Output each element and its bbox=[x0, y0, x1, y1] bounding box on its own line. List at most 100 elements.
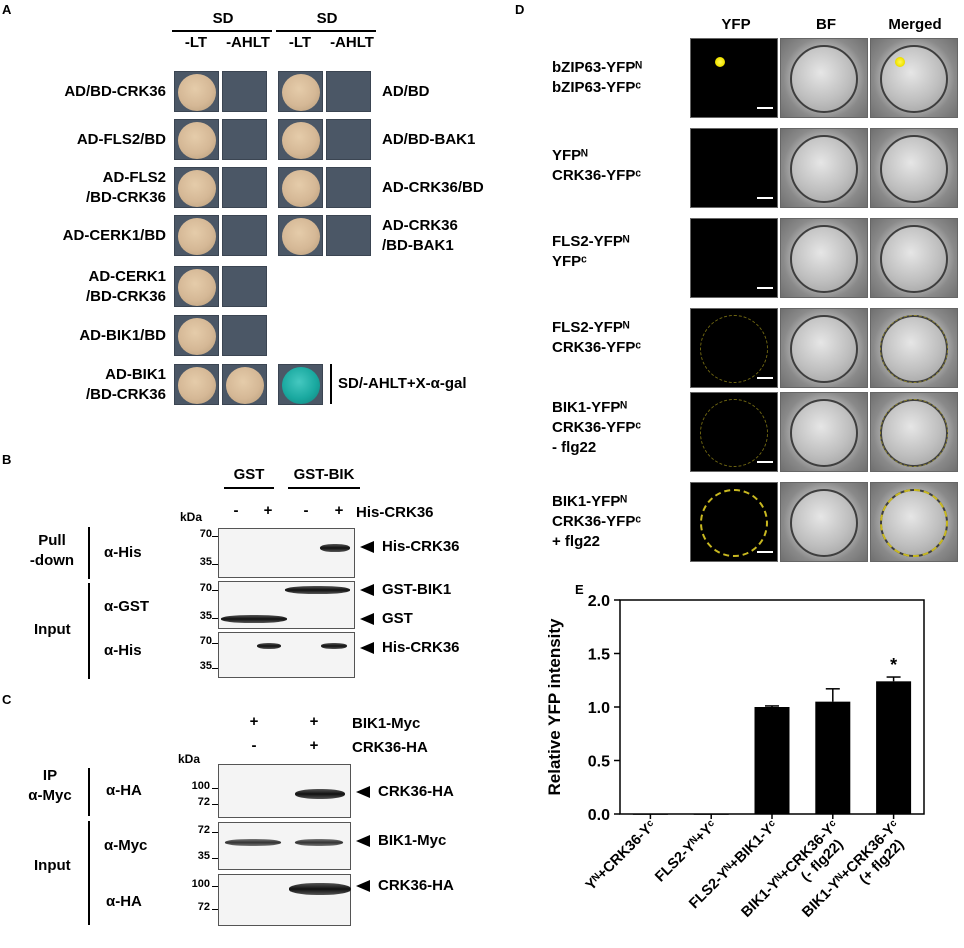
panel-a-letter: A bbox=[2, 2, 12, 17]
yeast-colony bbox=[178, 122, 216, 159]
scale-bar bbox=[757, 197, 773, 199]
bifc-construct-label: FLS2-YFPᴺ CRK36-YFPᶜ bbox=[552, 319, 642, 356]
panel-e-letter: E bbox=[575, 582, 584, 597]
yeast-colony bbox=[178, 269, 216, 306]
blot-c-ha bbox=[218, 874, 351, 926]
band-b-gst-bik1 bbox=[285, 586, 350, 594]
marker-b-2b: 35 bbox=[199, 610, 212, 622]
marker-b-1b: 35 bbox=[199, 556, 212, 568]
yfp-image bbox=[690, 392, 778, 472]
arrow-c-3 bbox=[356, 880, 370, 892]
yeast-colony bbox=[226, 367, 264, 404]
merged-image bbox=[870, 308, 958, 388]
chart-e: 0.0 0.5 1.0 1.5 2.0 Relative YFP intensity Yᴺ+… bbox=[545, 593, 925, 921]
plate-ahlt-left bbox=[222, 315, 267, 356]
sign-c-1b: + bbox=[309, 713, 319, 730]
band-c-myc-1 bbox=[225, 839, 281, 846]
group-gst-underline bbox=[224, 487, 274, 489]
col-header-lt-1: -LT bbox=[184, 34, 208, 51]
yeast-row-label: AD-BIK1/BD bbox=[79, 327, 166, 344]
band-b-his-4 bbox=[321, 643, 347, 649]
tick-c-2b bbox=[212, 858, 218, 860]
band-label-b-1: His-CRK36 bbox=[382, 538, 460, 555]
y-tick-label: 0.0 bbox=[588, 807, 610, 824]
tick-b-1b bbox=[212, 564, 218, 566]
yeast-row-label: AD-BIK1 /BD-CRK36 bbox=[85, 366, 166, 403]
y-tick-label: 0.5 bbox=[588, 754, 610, 771]
band-c-ip bbox=[295, 789, 345, 799]
yeast-row-label-right: AD/BD bbox=[382, 83, 430, 100]
protoplast bbox=[880, 135, 948, 203]
scale-bar bbox=[757, 287, 773, 289]
media-underline-2 bbox=[276, 30, 376, 32]
band-label-c-1: CRK36-HA bbox=[378, 783, 454, 800]
tick-c-2a bbox=[212, 832, 218, 834]
kda-label-b: kDa bbox=[180, 510, 203, 524]
plate-lt-left bbox=[174, 119, 219, 160]
bifc-construct-label: BIK1-YFPᴺ CRK36-YFPᶜ + flg22 bbox=[552, 493, 642, 550]
xgal-bracket bbox=[330, 364, 332, 404]
protoplast bbox=[790, 45, 858, 113]
sign-b-3: - bbox=[303, 502, 309, 519]
plate-ahlt-right bbox=[326, 71, 371, 112]
tick-b-3b bbox=[212, 668, 218, 670]
marker-c-1b: 72 bbox=[197, 796, 210, 808]
yeast-row-label-right: AD/BD-BAK1 bbox=[382, 131, 476, 148]
band-label-b-3: GST bbox=[382, 610, 413, 627]
yeast-colony bbox=[178, 218, 216, 255]
col-header-ahlt-1: -AHLT bbox=[226, 34, 270, 51]
scale-bar bbox=[757, 377, 773, 379]
panel-b-letter: B bbox=[2, 452, 12, 467]
protoplast bbox=[790, 399, 858, 467]
antibody-b-2: α-GST bbox=[104, 598, 150, 615]
yeast-colony bbox=[282, 170, 320, 207]
tick-b-2b bbox=[212, 618, 218, 620]
col-header-yfp: YFP bbox=[721, 16, 751, 33]
sign-c-2a: - bbox=[251, 737, 257, 754]
plate-lt-right bbox=[278, 167, 323, 208]
plate-ahlt-left bbox=[222, 71, 267, 112]
tick-b-3a bbox=[212, 643, 218, 645]
protoplast bbox=[880, 225, 948, 293]
yeast-row-label-right: AD-CRK36/BD bbox=[382, 179, 484, 196]
yeast-row-label-right: AD-CRK36 /BD-BAK1 bbox=[382, 217, 458, 254]
arrow-b-1 bbox=[360, 541, 374, 553]
arrow-c-2 bbox=[356, 835, 370, 847]
yfp-membrane-signal bbox=[700, 489, 768, 557]
plate-lt-right bbox=[278, 71, 323, 112]
tick-b-1a bbox=[212, 536, 218, 538]
bf-image bbox=[780, 308, 868, 388]
plate-lt-left bbox=[174, 215, 219, 256]
protoplast bbox=[880, 45, 948, 113]
tick-c-1b bbox=[212, 804, 218, 806]
plate-lt-right bbox=[278, 119, 323, 160]
bracket-input-b bbox=[88, 583, 90, 679]
bf-image bbox=[780, 218, 868, 298]
plate-ahlt-left bbox=[222, 266, 267, 307]
sign-c-2b: + bbox=[309, 737, 319, 754]
bar bbox=[754, 707, 790, 814]
yfp-membrane-signal bbox=[880, 315, 948, 383]
sign-b-1: - bbox=[233, 502, 239, 519]
col-header-ahlt-2: -AHLT bbox=[330, 34, 374, 51]
merged-image bbox=[870, 482, 958, 562]
yfp-image bbox=[690, 218, 778, 298]
row-label-pulldown: Pull -down bbox=[29, 532, 75, 569]
plate-ahlt-left bbox=[222, 119, 267, 160]
yfp-nuclear-signal bbox=[895, 57, 905, 67]
yeast-row-label: AD-CERK1 /BD-CRK36 bbox=[85, 268, 166, 305]
protoplast bbox=[790, 489, 858, 557]
marker-c-2a: 72 bbox=[197, 824, 210, 836]
bar bbox=[876, 681, 912, 814]
marker-c-3a: 100 bbox=[191, 878, 210, 890]
col-header-lt-2: -LT bbox=[288, 34, 312, 51]
col-header-merged: Merged bbox=[888, 16, 942, 33]
bracket-ip bbox=[88, 768, 90, 816]
yfp-image bbox=[690, 128, 778, 208]
bf-image bbox=[780, 482, 868, 562]
marker-c-3b: 72 bbox=[197, 901, 210, 913]
plate-ahlt-left bbox=[222, 364, 267, 405]
band-c-ha bbox=[289, 883, 351, 895]
media-underline-1 bbox=[172, 30, 272, 32]
merged-image bbox=[870, 392, 958, 472]
